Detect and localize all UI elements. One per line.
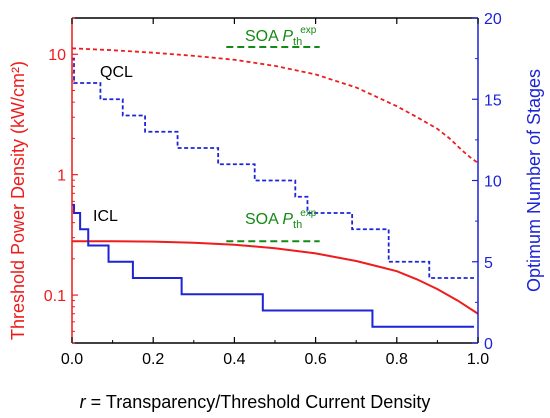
soa-sup: exp xyxy=(300,208,317,219)
x-tick-label-4: 0.8 xyxy=(386,351,408,368)
x-axis-title: r = Transparency/Threshold Current Densi… xyxy=(80,392,431,412)
annotation-qcl: QCL xyxy=(100,64,133,81)
y-right-axis-title: Optimum Number of Stages xyxy=(524,69,544,292)
y-left-tick-label-1: 1 xyxy=(57,168,66,185)
series-layer xyxy=(71,47,479,328)
x-tick-label-1: 0.2 xyxy=(142,351,164,368)
annotation-icl: ICL xyxy=(93,208,118,225)
soa-sub: th xyxy=(293,36,302,48)
y-right-tick-label-4: 20 xyxy=(484,11,502,28)
x-tick-label-0: 0.0 xyxy=(61,351,83,368)
series-line-3 xyxy=(72,203,474,328)
y-right-tick-label-0: 0 xyxy=(484,336,493,353)
soa-p: P xyxy=(282,211,293,228)
axis-layer: 0.0 0.2 0.4 0.6 0.8 1.0 0.1 1 10 0 5 10 15 20 r = Tran… xyxy=(8,11,544,412)
soa-sup: exp xyxy=(300,25,317,36)
y-right-tick-label-1: 5 xyxy=(484,255,493,272)
soa-main: SOA xyxy=(245,28,282,45)
soa-p: P xyxy=(282,28,293,45)
annotation-soa-label-2: SOA Pthexp xyxy=(245,208,317,231)
x-axis-variable: r xyxy=(80,392,87,412)
x-tick-label-5: 1.0 xyxy=(467,351,489,368)
y-left-tick-label-2: 10 xyxy=(48,47,66,64)
series-line-0 xyxy=(71,47,479,164)
x-axis-rest: = Transparency/Threshold Current Density xyxy=(86,392,431,412)
y-left-axis-title: Threshold Power Density (kW/cm²) xyxy=(8,61,28,340)
x-tick-label-3: 0.6 xyxy=(304,351,326,368)
soa-main: SOA xyxy=(245,211,282,228)
y-right-tick-label-2: 10 xyxy=(484,174,502,191)
series-line-2 xyxy=(72,57,474,279)
soa-sub: th xyxy=(293,219,302,231)
annotation-soa-label-1: SOA Pthexp xyxy=(245,25,317,48)
x-tick-label-2: 0.4 xyxy=(223,351,245,368)
series-line-1 xyxy=(72,240,479,315)
y-left-tick-label-0: 0.1 xyxy=(44,288,66,305)
y-right-tick-label-3: 15 xyxy=(484,92,502,109)
